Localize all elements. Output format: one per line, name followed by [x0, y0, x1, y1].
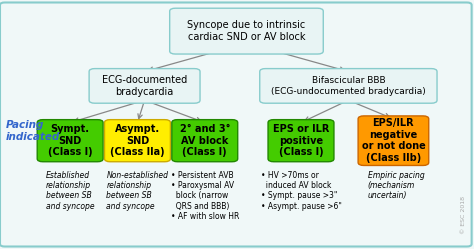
Text: Sympt.
SND
(Class I): Sympt. SND (Class I) — [48, 124, 92, 157]
FancyBboxPatch shape — [37, 120, 103, 162]
Text: ECG-documented
bradycardia: ECG-documented bradycardia — [102, 75, 187, 97]
FancyBboxPatch shape — [172, 120, 237, 162]
FancyBboxPatch shape — [0, 2, 472, 247]
FancyBboxPatch shape — [170, 8, 323, 54]
Text: • HV >70ms or
  induced AV block
• Sympt. pause >3"
• Asympt. pause >6": • HV >70ms or induced AV block • Sympt. … — [261, 171, 341, 211]
Text: • Persistent AVB
• Paroxysmal AV
  block (narrow
  QRS and BBB)
• AF with slow H: • Persistent AVB • Paroxysmal AV block (… — [171, 171, 239, 221]
Text: Syncope due to intrinsic
cardiac SND or AV block: Syncope due to intrinsic cardiac SND or … — [187, 20, 306, 42]
Text: Empiric pacing
(mechanism
uncertain): Empiric pacing (mechanism uncertain) — [368, 171, 425, 200]
Text: © ESC 2018: © ESC 2018 — [461, 196, 466, 234]
Text: EPS or ILR
positive
(Class I): EPS or ILR positive (Class I) — [273, 124, 329, 157]
FancyBboxPatch shape — [268, 120, 334, 162]
Text: Non-established
relationship
between SB
and syncope: Non-established relationship between SB … — [107, 171, 168, 211]
FancyBboxPatch shape — [89, 68, 200, 103]
FancyBboxPatch shape — [260, 68, 437, 103]
FancyBboxPatch shape — [358, 116, 428, 165]
Text: 2° and 3°
AV block
(Class I): 2° and 3° AV block (Class I) — [180, 124, 230, 157]
Text: Bifascicular BBB
(ECG-undocumented bradycardia): Bifascicular BBB (ECG-undocumented brady… — [271, 76, 426, 96]
Text: Asympt.
SND
(Class IIa): Asympt. SND (Class IIa) — [110, 124, 165, 157]
Text: Pacing
indicated: Pacing indicated — [6, 120, 60, 141]
Text: Established
relationship
between SB
and syncope: Established relationship between SB and … — [46, 171, 94, 211]
Text: EPS/ILR
negative
or not done
(Class IIb): EPS/ILR negative or not done (Class IIb) — [362, 118, 425, 163]
FancyBboxPatch shape — [104, 120, 170, 162]
